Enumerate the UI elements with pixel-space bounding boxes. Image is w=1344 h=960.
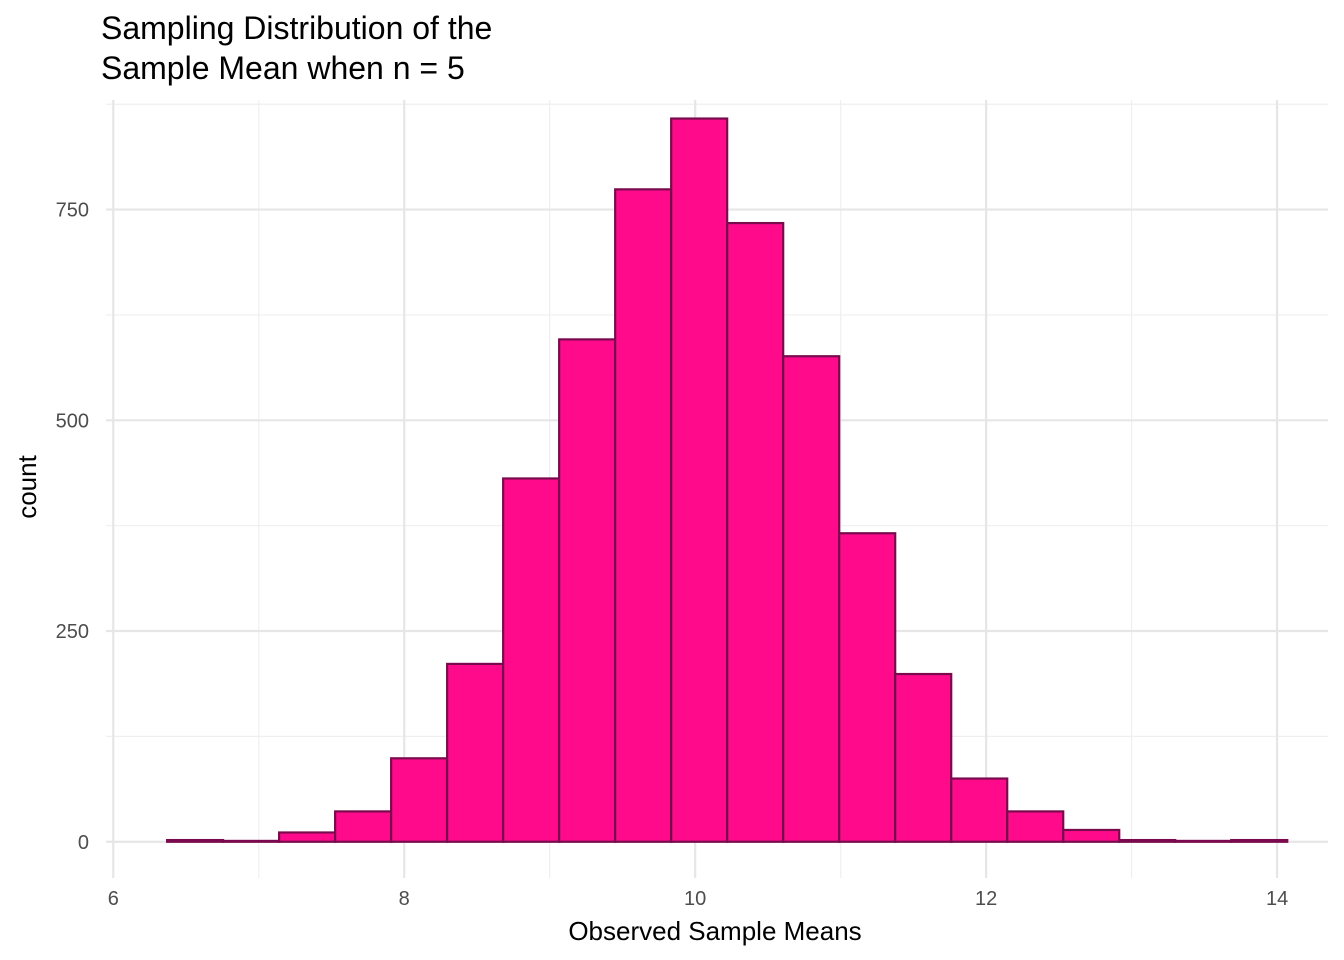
histogram-bar <box>1006 810 1065 843</box>
histogram-bar <box>838 532 897 843</box>
histogram-bar <box>446 662 505 843</box>
y-axis-tick-labels: 0 250 500 750 <box>56 200 89 854</box>
chart-title-line-2: Sample Mean when n = 5 <box>101 50 465 86</box>
histogram-bar <box>1062 828 1121 843</box>
chart-title: Sampling Distribution of the Sample Mean… <box>101 10 492 86</box>
x-tick-label: 10 <box>684 888 706 910</box>
histogram-bar <box>558 338 617 843</box>
y-tick-label: 750 <box>56 200 89 222</box>
x-tick-label: 8 <box>399 888 410 910</box>
x-tick-label: 6 <box>108 888 119 910</box>
x-axis-tick-labels: 6 8 10 12 14 <box>108 888 1288 910</box>
y-tick-label: 250 <box>56 621 89 643</box>
y-tick-label: 0 <box>78 832 89 854</box>
histogram-bar <box>390 757 449 843</box>
histogram-bar <box>1118 838 1177 843</box>
histogram-bar <box>1174 839 1233 843</box>
histogram-bar <box>950 777 1009 843</box>
histogram-bar <box>614 188 673 843</box>
histogram-bar <box>166 838 225 843</box>
y-tick-label: 500 <box>56 410 89 432</box>
histogram-bar <box>502 477 561 843</box>
histogram-bar <box>670 117 729 843</box>
histogram-bar <box>726 221 785 843</box>
histogram-bar <box>782 355 841 843</box>
x-tick-label: 14 <box>1266 888 1288 910</box>
y-axis-title: count <box>12 454 42 518</box>
histogram-bar <box>278 831 337 843</box>
histogram-bar <box>894 672 953 843</box>
chart-title-line-1: Sampling Distribution of the <box>101 10 492 46</box>
histogram-bar <box>334 810 393 843</box>
histogram-bar <box>222 839 281 843</box>
histogram-bars <box>166 117 1289 843</box>
histogram-bar <box>1230 838 1289 843</box>
x-tick-label: 12 <box>975 888 997 910</box>
x-axis-title: Observed Sample Means <box>568 916 861 946</box>
